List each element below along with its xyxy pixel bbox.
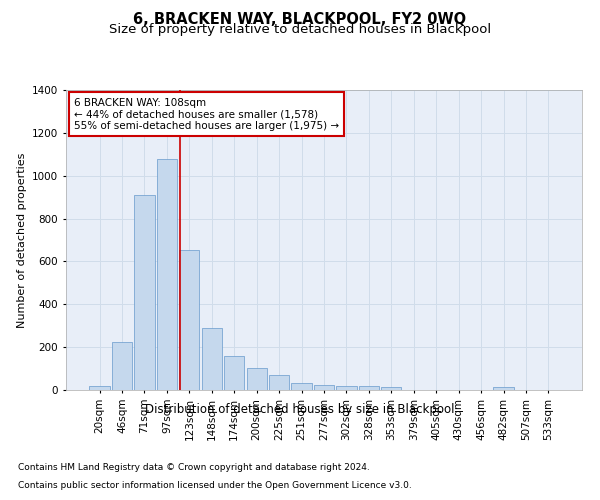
Text: Contains public sector information licensed under the Open Government Licence v3: Contains public sector information licen… [18,481,412,490]
Bar [247,368,267,390]
Bar [337,386,356,390]
Bar [381,387,401,390]
Text: Size of property relative to detached houses in Blackpool: Size of property relative to detached ho… [109,22,491,36]
Bar [179,250,199,390]
Y-axis label: Number of detached properties: Number of detached properties [17,152,26,328]
Text: Distribution of detached houses by size in Blackpool: Distribution of detached houses by size … [145,402,455,415]
Bar [493,388,514,390]
Bar [157,158,177,390]
Bar [292,382,311,390]
Bar [202,328,222,390]
Text: 6, BRACKEN WAY, BLACKPOOL, FY2 0WQ: 6, BRACKEN WAY, BLACKPOOL, FY2 0WQ [133,12,467,28]
Text: Contains HM Land Registry data © Crown copyright and database right 2024.: Contains HM Land Registry data © Crown c… [18,464,370,472]
Bar [359,386,379,390]
Text: 6 BRACKEN WAY: 108sqm
← 44% of detached houses are smaller (1,578)
55% of semi-d: 6 BRACKEN WAY: 108sqm ← 44% of detached … [74,98,339,130]
Bar [224,356,244,390]
Bar [112,342,132,390]
Bar [89,386,110,390]
Bar [314,384,334,390]
Bar [134,195,155,390]
Bar [269,375,289,390]
